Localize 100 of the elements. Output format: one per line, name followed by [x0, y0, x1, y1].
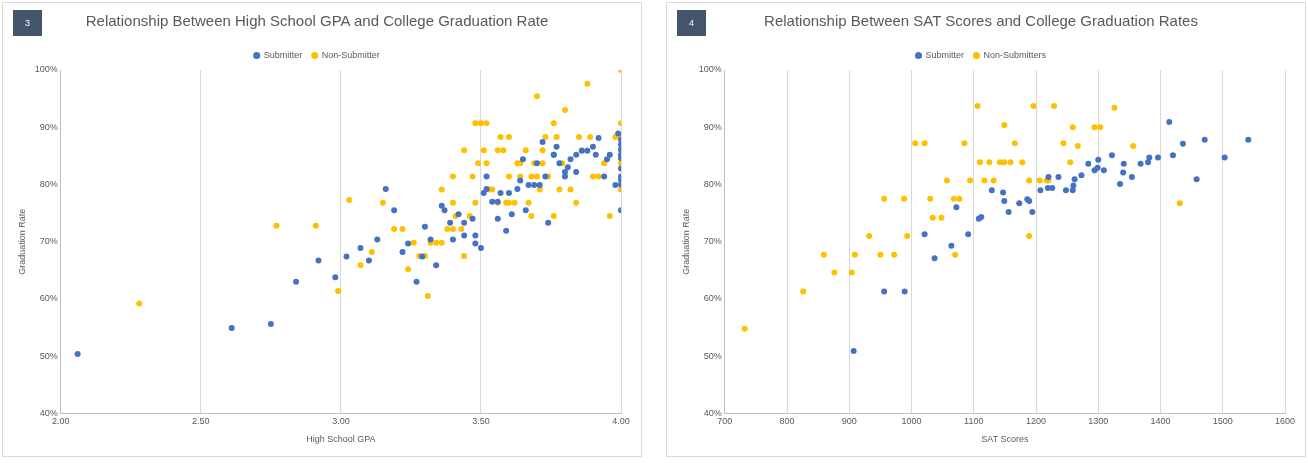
- point: [850, 348, 857, 355]
- point: [1155, 154, 1162, 161]
- x-tick-label: 1100: [964, 416, 984, 427]
- y-tick-label: 70%: [703, 236, 722, 247]
- y-tick-label: 50%: [39, 350, 58, 361]
- point: [967, 177, 974, 184]
- point: [1193, 176, 1200, 183]
- point: [953, 204, 960, 211]
- point: [820, 251, 827, 258]
- point: [1074, 143, 1081, 150]
- point: [988, 187, 995, 194]
- point: [1069, 124, 1076, 131]
- point: [1108, 152, 1115, 159]
- point: [912, 140, 919, 147]
- point: [1019, 159, 1026, 166]
- point: [877, 251, 884, 258]
- point: [866, 232, 873, 239]
- point: [831, 269, 838, 276]
- legend-label: Non-Submitters: [983, 49, 1047, 60]
- point: [1001, 198, 1008, 205]
- text: 3: [13, 10, 43, 36]
- x-tick-label: 2.50: [192, 416, 210, 427]
- x-tick-label: 3.50: [472, 416, 490, 427]
- y-tick-label: 90%: [39, 121, 58, 132]
- x-tick-label: 1300: [1088, 416, 1109, 427]
- point: [944, 177, 951, 184]
- point: [948, 242, 955, 249]
- point: [1051, 103, 1058, 110]
- point: [1128, 174, 1135, 181]
- legend-label: Submitter: [925, 49, 964, 60]
- point: [1070, 182, 1077, 189]
- point: [977, 159, 984, 166]
- y-tick-label: 90%: [703, 121, 722, 132]
- y-tick-label: 50%: [703, 350, 722, 361]
- point: [901, 195, 908, 202]
- y-tick-label: 60%: [703, 293, 722, 304]
- y-tick-label: 60%: [39, 293, 58, 304]
- x-axis-title: High School GPA: [306, 434, 376, 445]
- point: [1062, 187, 1069, 194]
- point: [851, 251, 858, 258]
- point: [1176, 200, 1183, 207]
- point: [904, 232, 911, 239]
- point: [1111, 104, 1118, 111]
- point: [1078, 172, 1085, 179]
- x-tick-label: 2.00: [52, 416, 70, 427]
- point: [952, 251, 959, 258]
- point: [950, 195, 957, 202]
- y-tick-label: 100%: [34, 64, 58, 75]
- point: [901, 288, 908, 295]
- point: [1091, 124, 1098, 131]
- point: [1071, 176, 1078, 183]
- point: [921, 140, 928, 147]
- point: [990, 177, 997, 184]
- y-tick-label: 40%: [703, 407, 722, 418]
- x-tick-label: 1000: [901, 416, 922, 427]
- x-tick-label: 700: [717, 416, 733, 427]
- point: [800, 288, 807, 295]
- y-axis-title: Graduation Rate: [16, 208, 27, 275]
- point: [974, 103, 981, 110]
- point: [981, 177, 988, 184]
- point: [1100, 167, 1107, 174]
- point: [929, 214, 936, 221]
- point: [741, 325, 748, 332]
- point: [931, 255, 938, 262]
- x-tick-label: 1200: [1026, 416, 1047, 427]
- y-tick-label: 80%: [703, 178, 722, 189]
- x-tick-label: 3.00: [332, 416, 350, 427]
- point: [1169, 152, 1176, 159]
- point: [1029, 208, 1036, 215]
- text: 4: [677, 10, 707, 36]
- point: [1166, 119, 1173, 126]
- point: [1026, 177, 1033, 184]
- point: [1130, 143, 1137, 150]
- chart-title: Relationship Between High School GPA and College Graduation Rate: [85, 12, 549, 30]
- legend-label: Non-Submitter: [321, 49, 380, 60]
- legend-label: Submitter: [263, 49, 303, 60]
- x-tick-label: 900: [841, 416, 857, 427]
- point: [1060, 140, 1067, 147]
- point: [881, 288, 888, 295]
- point: [1146, 154, 1153, 161]
- point: [848, 269, 855, 276]
- point: [1067, 159, 1074, 166]
- point: [1117, 180, 1124, 187]
- point: [1049, 184, 1056, 191]
- point: [1011, 140, 1018, 147]
- point: [1120, 160, 1127, 167]
- point: [1016, 200, 1023, 207]
- point: [986, 159, 993, 166]
- x-tick-label: 1500: [1212, 416, 1233, 427]
- x-tick-label: 800: [779, 416, 795, 427]
- point: [1005, 208, 1012, 215]
- point: [1030, 103, 1037, 110]
- point: [1120, 169, 1127, 176]
- x-tick-label: 1400: [1150, 416, 1171, 427]
- point: [1137, 160, 1144, 167]
- point: [1007, 159, 1014, 166]
- point: [965, 231, 972, 238]
- point: [938, 214, 945, 221]
- y-tick-label: 40%: [39, 407, 58, 418]
- point: [956, 195, 963, 202]
